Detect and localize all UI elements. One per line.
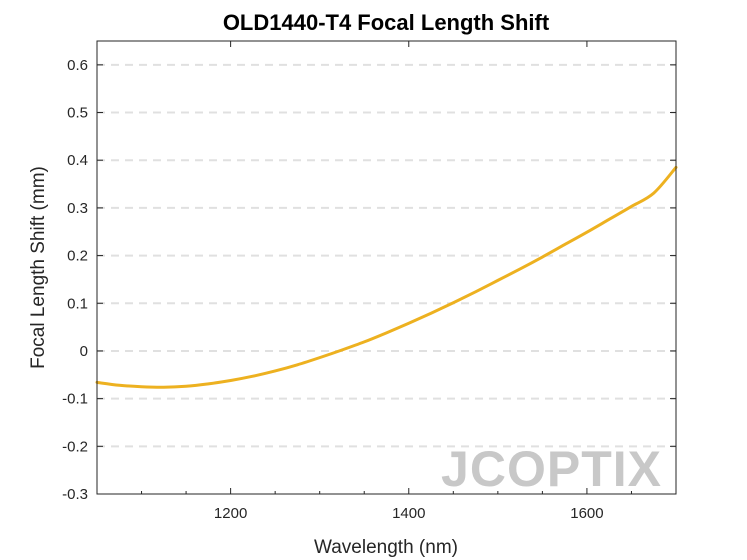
series-layer <box>95 165 678 389</box>
y-tick-label: 0.4 <box>67 152 88 169</box>
y-tick-label: 0.2 <box>67 248 88 265</box>
y-tick-label: -0.2 <box>62 438 88 455</box>
x-axis-label: Wavelength (nm) <box>314 537 458 558</box>
chart-title: OLD1440-T4 Focal Length Shift <box>223 10 550 35</box>
x-tick-label: 1200 <box>214 505 247 522</box>
y-tick-label: 0.6 <box>67 57 88 74</box>
y-tick-label: 0.3 <box>67 200 88 217</box>
x-tick-label: 1400 <box>392 505 425 522</box>
grid <box>97 63 676 448</box>
plot-frame <box>96 40 677 495</box>
ticks: -0.3 -0.2 -0.1 0 0.1 0.2 0.3 0.4 0.5 0.6 1200 1400 1… <box>62 41 677 522</box>
y-tick-label: 0.5 <box>67 105 88 122</box>
watermark-logo: JCOPTIX <box>441 441 662 497</box>
y-tick-label: -0.1 <box>62 391 88 408</box>
y-axis-label: Focal Length Shift (mm) <box>28 166 49 369</box>
y-tick-label: -0.3 <box>62 486 88 503</box>
series-line <box>95 165 678 389</box>
y-tick-label: 0.1 <box>67 295 88 312</box>
x-tick-label: 1600 <box>570 505 603 522</box>
y-tick-label: 0 <box>80 343 88 360</box>
